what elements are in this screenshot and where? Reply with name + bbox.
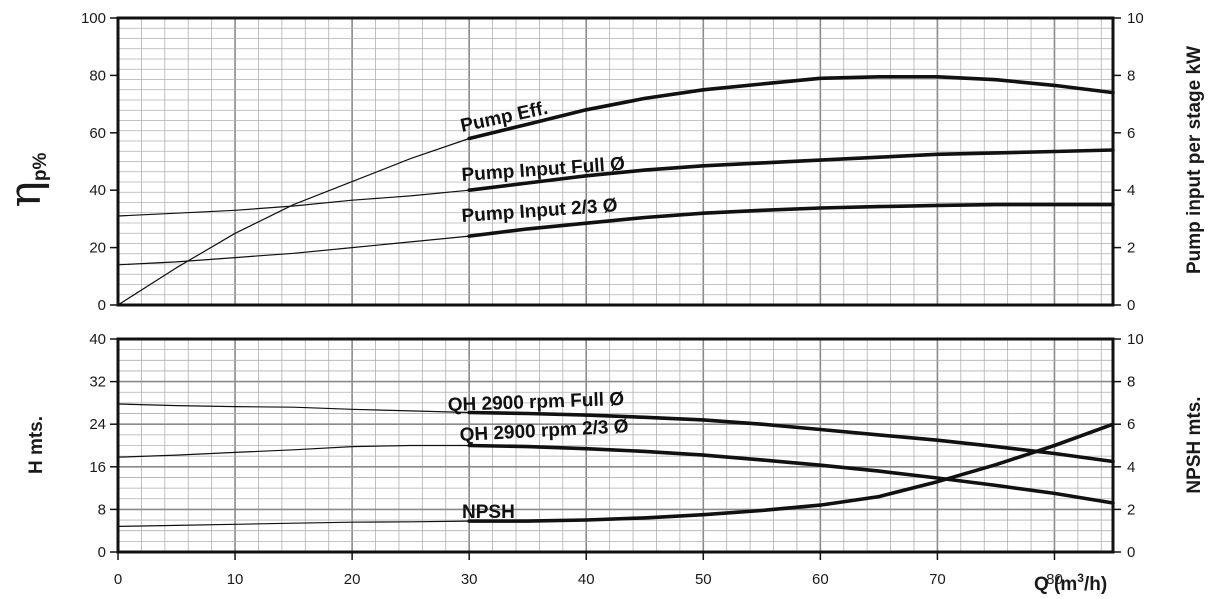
series-line-thin-0	[117, 137, 470, 306]
series-line-bold-1	[467, 443, 1115, 505]
left-tick-label: 80	[89, 67, 106, 84]
right-tick-label: 6	[1127, 416, 1135, 433]
series-line-bold-1	[467, 148, 1115, 192]
series-line-bold-2	[467, 202, 1115, 238]
left-tick-label: 60	[89, 125, 106, 142]
flow-axis-title-end: /h)	[1084, 574, 1107, 595]
right-tick-label: 2	[1127, 240, 1135, 257]
left-tick-label: 8	[98, 501, 106, 518]
left-tick-label: 0	[98, 297, 106, 314]
right-tick-label: 8	[1127, 374, 1135, 391]
left-tick-label: 40	[89, 331, 106, 348]
left-tick-label: 16	[89, 459, 106, 476]
left-tick-label: 24	[89, 416, 106, 433]
right-tick-label: 0	[1127, 297, 1135, 314]
series-line-bold-0	[467, 410, 1115, 464]
right-tick-label: 10	[1127, 331, 1144, 348]
series-line-thin-1	[117, 444, 470, 458]
right-tick-label: 0	[1127, 544, 1135, 561]
right-tick-label: 8	[1127, 67, 1135, 84]
eta-subscript: p%	[30, 152, 51, 181]
flow-axis-title-sup: 3	[1077, 571, 1084, 585]
x-tick-label: 30	[461, 571, 478, 588]
eta-symbol: η	[0, 181, 51, 207]
series-line-bold-0	[467, 75, 1115, 141]
left-tick-label: 32	[89, 374, 106, 391]
left-tick-label: 40	[89, 182, 106, 199]
bottom-grid	[117, 338, 1113, 553]
series-line-thin-2	[117, 235, 470, 266]
right-tick-label: 6	[1127, 125, 1135, 142]
pump-input-axis-title: Pump input per stage kW	[1184, 46, 1205, 274]
npsh-axis-title: NPSH mts.	[1184, 396, 1205, 493]
flow-axis-title-main: Q (m	[1034, 574, 1077, 595]
x-tick-label: 70	[929, 571, 946, 588]
bottom-plot-frame	[116, 337, 1115, 554]
x-tick-label: 80	[1046, 571, 1063, 588]
top-tick-labels: 0 20 40 60 80 100 0 2 4 6 8 10	[81, 10, 1144, 314]
bottom-curves: QH 2900 rpm Full ØQH 2900 rpm 2/3 Ø NPSH	[117, 389, 1115, 527]
right-tick-label: 4	[1127, 182, 1135, 199]
head-npsh-panel: QH 2900 rpm Full ØQH 2900 rpm 2/3 ØNPSH …	[89, 331, 1143, 588]
series-label: QH 2900 rpm Full Ø	[447, 389, 624, 416]
head-axis-title: H mts.	[26, 416, 47, 474]
x-tick-label: 40	[578, 571, 595, 588]
x-tick-label: 20	[344, 571, 361, 588]
series-line-bold-2	[467, 422, 1115, 523]
right-tick-label: 10	[1127, 10, 1144, 27]
top-plot-frame	[116, 16, 1115, 307]
efficiency-axis-title: ηp%	[0, 152, 51, 207]
left-tick-label: 0	[98, 544, 106, 561]
flow-axis-title: Q (m3/h)	[1034, 571, 1107, 595]
top-grid	[117, 17, 1113, 306]
left-tick-label: 20	[89, 240, 106, 257]
series-line-thin-1	[117, 189, 470, 217]
right-tick-label: 2	[1127, 501, 1135, 518]
series-line-thin-2	[117, 520, 470, 527]
left-tick-label: 100	[81, 10, 106, 27]
series-label: QH 2900 rpm 2/3 Ø	[459, 416, 629, 446]
x-tick-label: 10	[227, 571, 244, 588]
x-tick-label: 50	[695, 571, 712, 588]
right-tick-label: 4	[1127, 459, 1135, 476]
x-tick-label: 60	[812, 571, 829, 588]
series-line-thin-0	[117, 403, 470, 414]
series-label: NPSH	[462, 502, 515, 523]
x-tick-label: 0	[114, 571, 122, 588]
